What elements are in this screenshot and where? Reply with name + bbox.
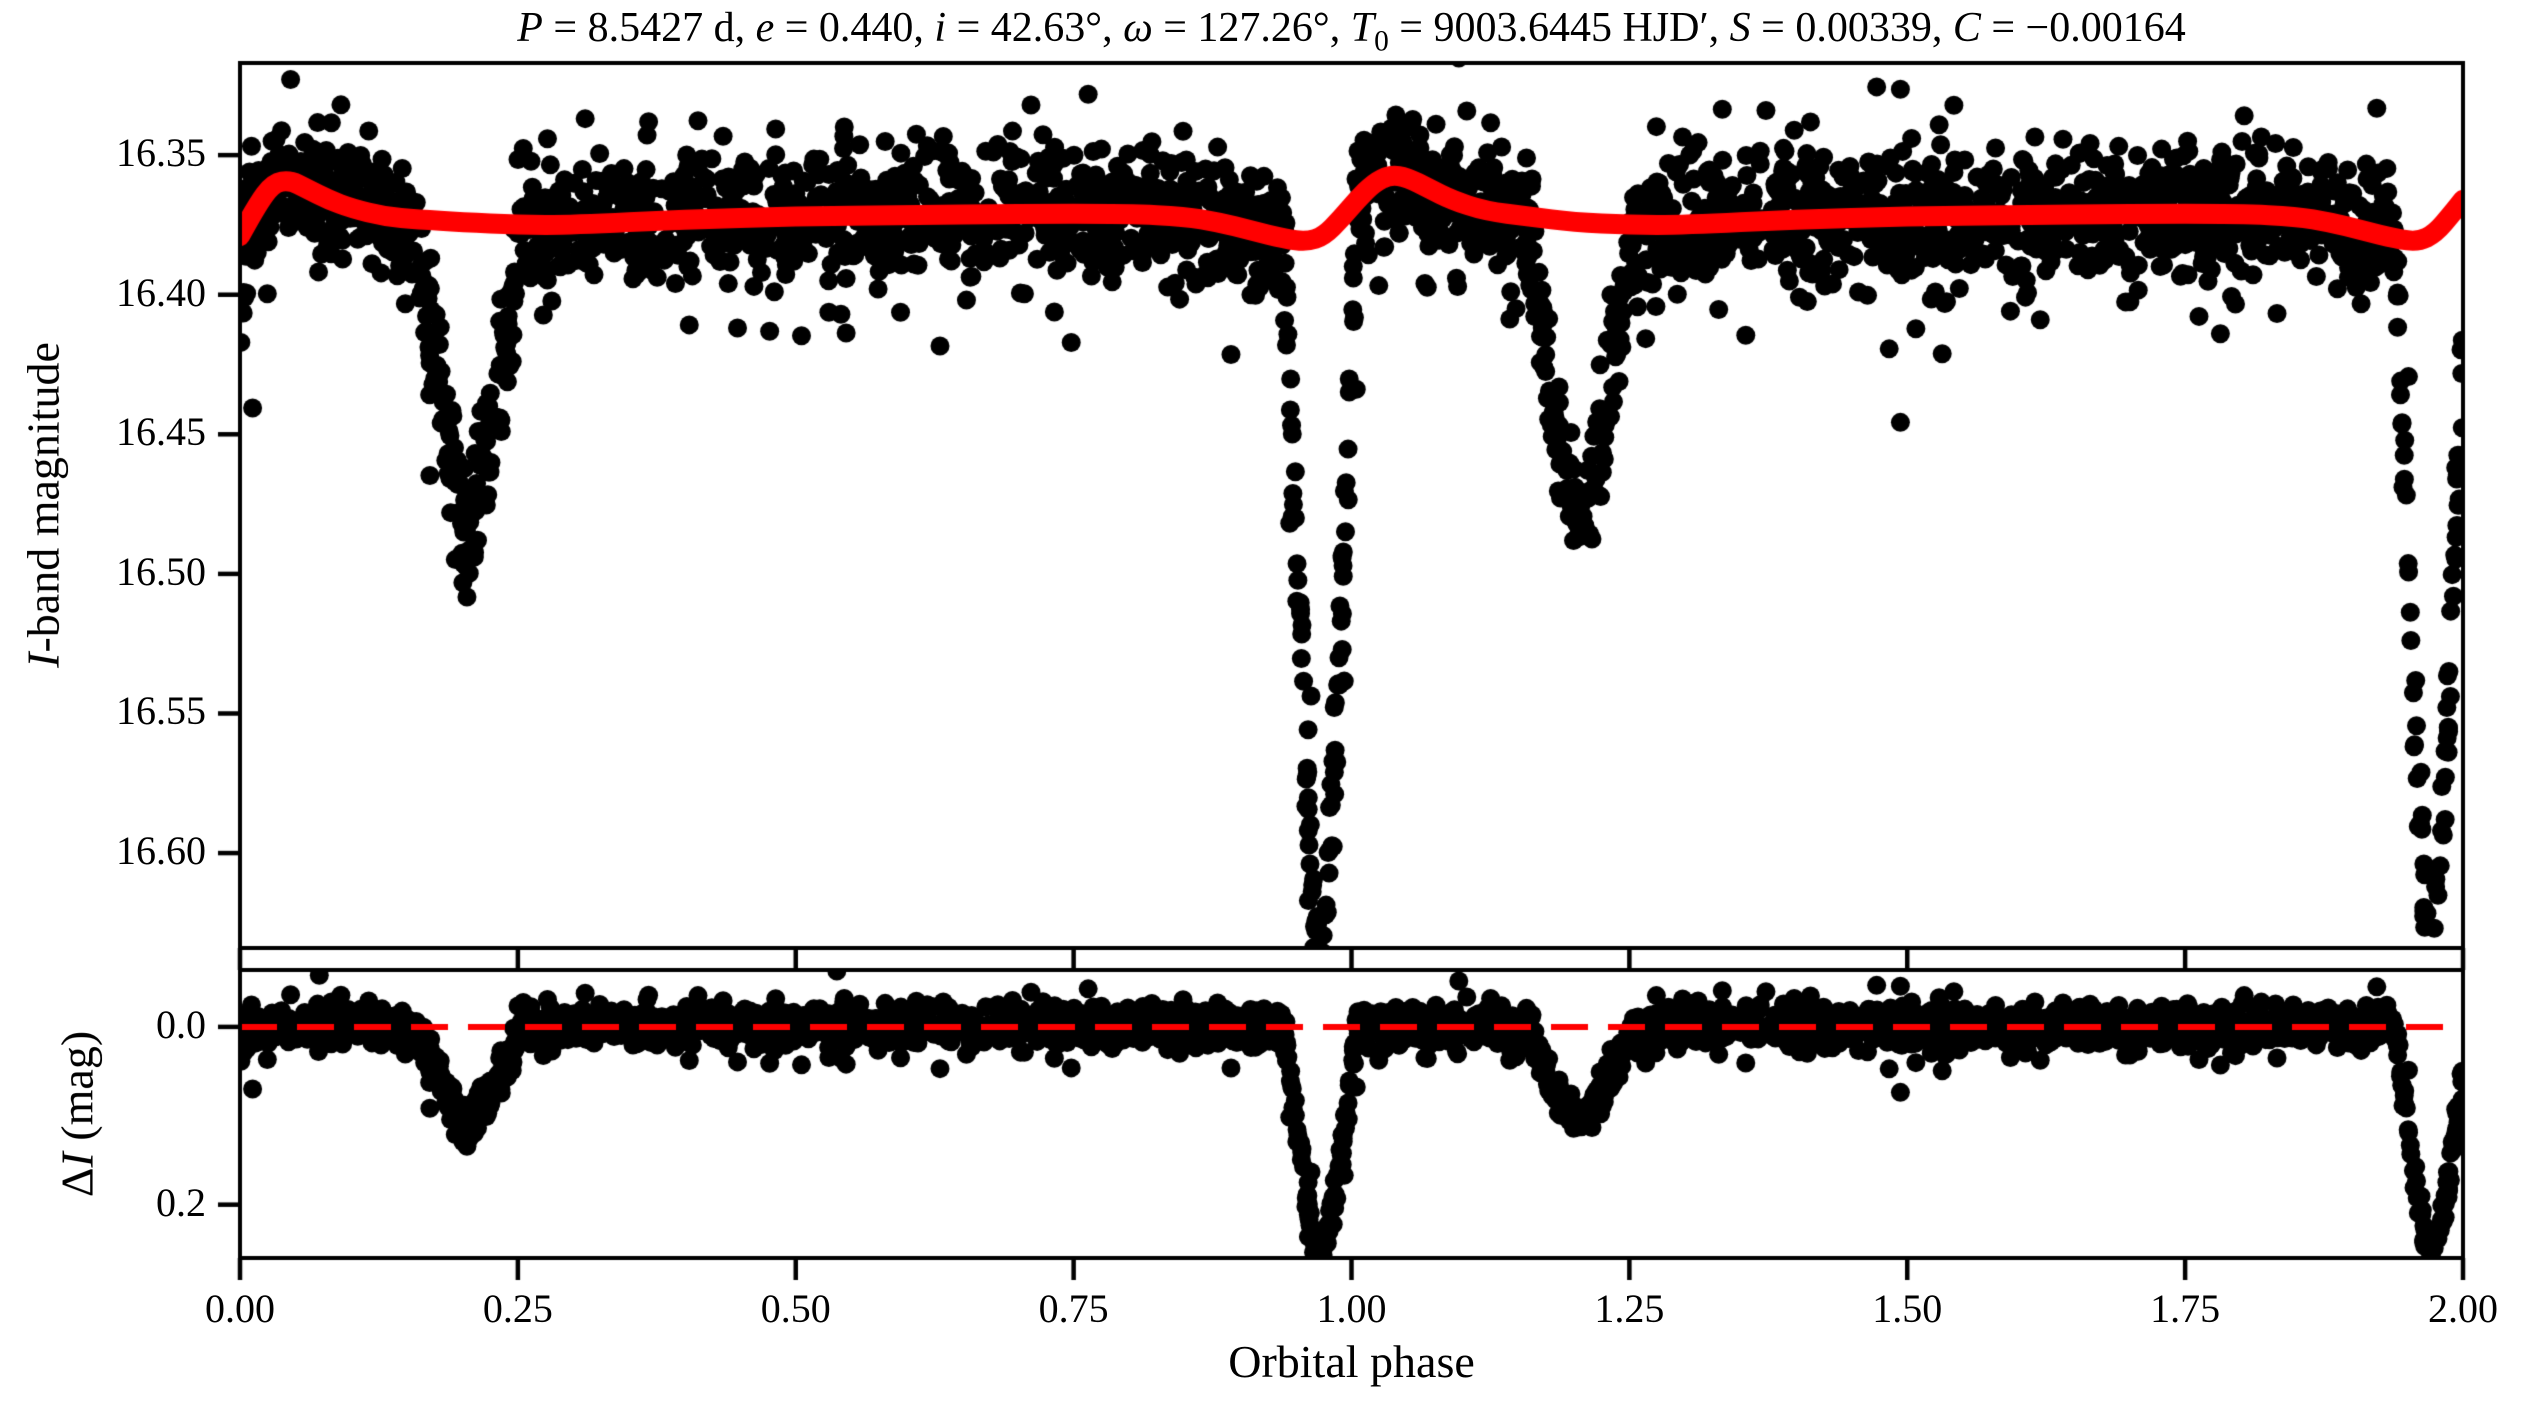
bottom-y-axis-label: ΔI (mag): [51, 1030, 103, 1198]
x-tick-label: 0.75: [1038, 1286, 1109, 1331]
top-y-tick-label: 16.55: [116, 688, 206, 734]
x-tick-label: 1.00: [1316, 1286, 1387, 1331]
x-tick-label: 1.50: [1872, 1286, 1943, 1331]
x-tick-label: 2.00: [2428, 1286, 2498, 1331]
x-tick-label: 1.75: [2150, 1286, 2221, 1331]
top-y-tick-label: 16.60: [116, 828, 206, 874]
top-y-tick-label: 16.45: [116, 409, 206, 455]
x-tick-label: 0.50: [760, 1286, 831, 1331]
chart-title: P = 8.5427 d, e = 0.440, i = 42.63°, ω =…: [517, 5, 2186, 58]
x-tick-label: 0.25: [482, 1286, 553, 1331]
x-axis-label: Orbital phase: [1228, 1336, 1475, 1387]
top-y-tick-label: 16.35: [116, 130, 206, 176]
top-y-tick-label: 16.40: [116, 269, 206, 315]
bottom-y-tick-label: 0.2: [156, 1179, 206, 1225]
x-tick-label: 1.25: [1594, 1286, 1665, 1331]
bottom-y-tick-label: 0.0: [156, 1001, 206, 1047]
top-y-tick-label: 16.50: [116, 548, 206, 594]
top-y-axis-label: I-band magnitude: [17, 342, 69, 668]
x-tick-label: 0.00: [205, 1286, 275, 1331]
